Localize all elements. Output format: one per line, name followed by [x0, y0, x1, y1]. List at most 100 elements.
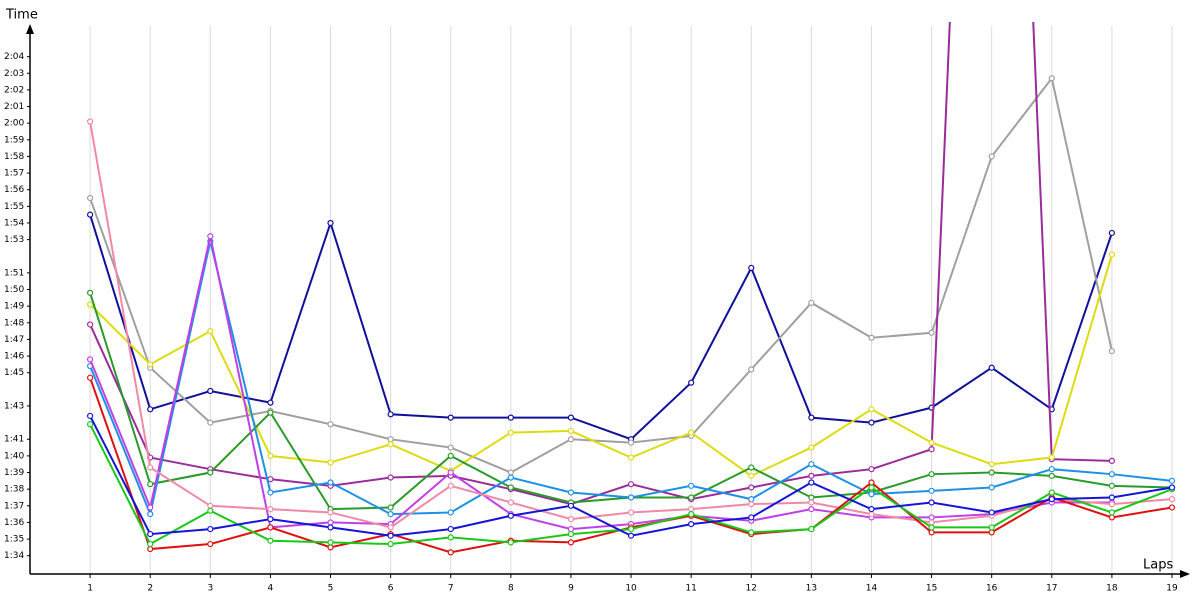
data-point: [387, 511, 394, 518]
x-tick-label: 19: [1166, 584, 1178, 594]
data-point: [207, 387, 214, 395]
data-point: [928, 514, 935, 521]
data-point: [147, 361, 154, 368]
data-point: [147, 545, 154, 553]
data-point: [988, 484, 995, 491]
data-point: [748, 529, 755, 536]
data-point: [627, 532, 635, 539]
data-point: [627, 439, 635, 446]
data-point: [327, 524, 334, 531]
data-point: [1048, 496, 1055, 503]
data-point: [447, 549, 454, 556]
data-point: [147, 464, 154, 471]
data-point: [928, 529, 935, 536]
data-point: [868, 479, 875, 486]
x-tick-label: 8: [508, 584, 514, 594]
x-tick-label: 6: [388, 584, 394, 594]
y-tick-label: 1:48: [4, 318, 24, 328]
data-point: [147, 481, 154, 488]
data-point: [1108, 347, 1115, 355]
data-point: [507, 539, 514, 546]
data-point: [447, 525, 454, 533]
y-tick-label: 2:02: [4, 85, 24, 95]
y-tick-label: 1:36: [4, 518, 24, 528]
x-tick-label: 16: [986, 584, 998, 594]
data-point: [327, 544, 334, 551]
data-point: [207, 502, 214, 509]
data-point: [928, 499, 935, 506]
data-point: [87, 321, 94, 328]
data-point: [447, 482, 454, 489]
data-point: [267, 537, 274, 544]
data-point: [868, 334, 875, 341]
data-point: [688, 520, 695, 528]
data-point: [507, 474, 514, 481]
data-point: [567, 489, 575, 496]
x-tick-label: 7: [448, 584, 454, 594]
data-point: [327, 421, 334, 428]
data-point: [267, 516, 274, 523]
data-point: [748, 501, 755, 508]
data-point: [1048, 454, 1055, 461]
y-tick-label: 1:54: [4, 218, 24, 228]
data-point: [87, 374, 94, 381]
plot-area: [87, 22, 1176, 556]
data-point: [688, 511, 695, 518]
data-point: [447, 452, 454, 459]
x-tick-label: 5: [328, 584, 334, 594]
data-point: [267, 452, 274, 459]
x-tick-label: 15: [926, 584, 937, 594]
x-tick-label: 17: [1046, 584, 1057, 594]
data-point: [1108, 494, 1115, 501]
data-point: [267, 524, 274, 531]
data-point: [447, 444, 454, 451]
data-point: [1048, 466, 1055, 473]
data-point: [87, 356, 94, 363]
y-tick-label: 1:51: [4, 268, 24, 278]
data-point: [627, 525, 635, 533]
x-tick-label: 10: [625, 584, 637, 594]
y-tick-label: 1:37: [4, 501, 24, 511]
data-point: [207, 540, 214, 548]
data-point: [567, 539, 575, 546]
data-point: [808, 479, 815, 486]
y-tick-label: 1:58: [4, 152, 24, 162]
data-point: [1108, 514, 1115, 521]
data-point: [748, 496, 755, 503]
data-point: [147, 540, 154, 548]
data-point: [207, 419, 214, 426]
data-point: [988, 524, 995, 531]
y-tick-label: 1:50: [4, 285, 24, 295]
y-tick-label: 1:39: [4, 468, 24, 478]
data-point: [267, 399, 274, 406]
data-point: [387, 474, 394, 481]
y-tick-label: 1:57: [4, 169, 24, 179]
data-point: [808, 499, 815, 506]
data-point: [87, 289, 94, 296]
x-axis-arrow: [1180, 570, 1190, 578]
data-point: [928, 329, 935, 336]
data-point: [267, 489, 274, 496]
y-tick-label: 1:35: [4, 535, 24, 545]
x-axis-title: Laps: [1143, 558, 1173, 573]
data-point: [387, 504, 394, 511]
data-point: [808, 461, 815, 468]
data-point: [567, 436, 575, 443]
data-point: [1108, 509, 1115, 516]
data-point: [748, 366, 755, 373]
data-point: [808, 472, 815, 479]
data-point: [928, 524, 935, 531]
y-tick-label: 2:04: [4, 52, 24, 62]
data-point: [567, 516, 575, 523]
data-point: [868, 484, 875, 491]
data-point: [447, 534, 454, 541]
x-tick-label: 3: [207, 584, 213, 594]
data-point: [207, 507, 214, 514]
x-tick-label: 1: [87, 584, 93, 594]
data-point: [567, 525, 575, 533]
data-point: [627, 481, 635, 488]
x-tick-label: 4: [268, 584, 274, 594]
data-point: [627, 454, 635, 461]
y-tick-label: 1:49: [4, 302, 24, 312]
